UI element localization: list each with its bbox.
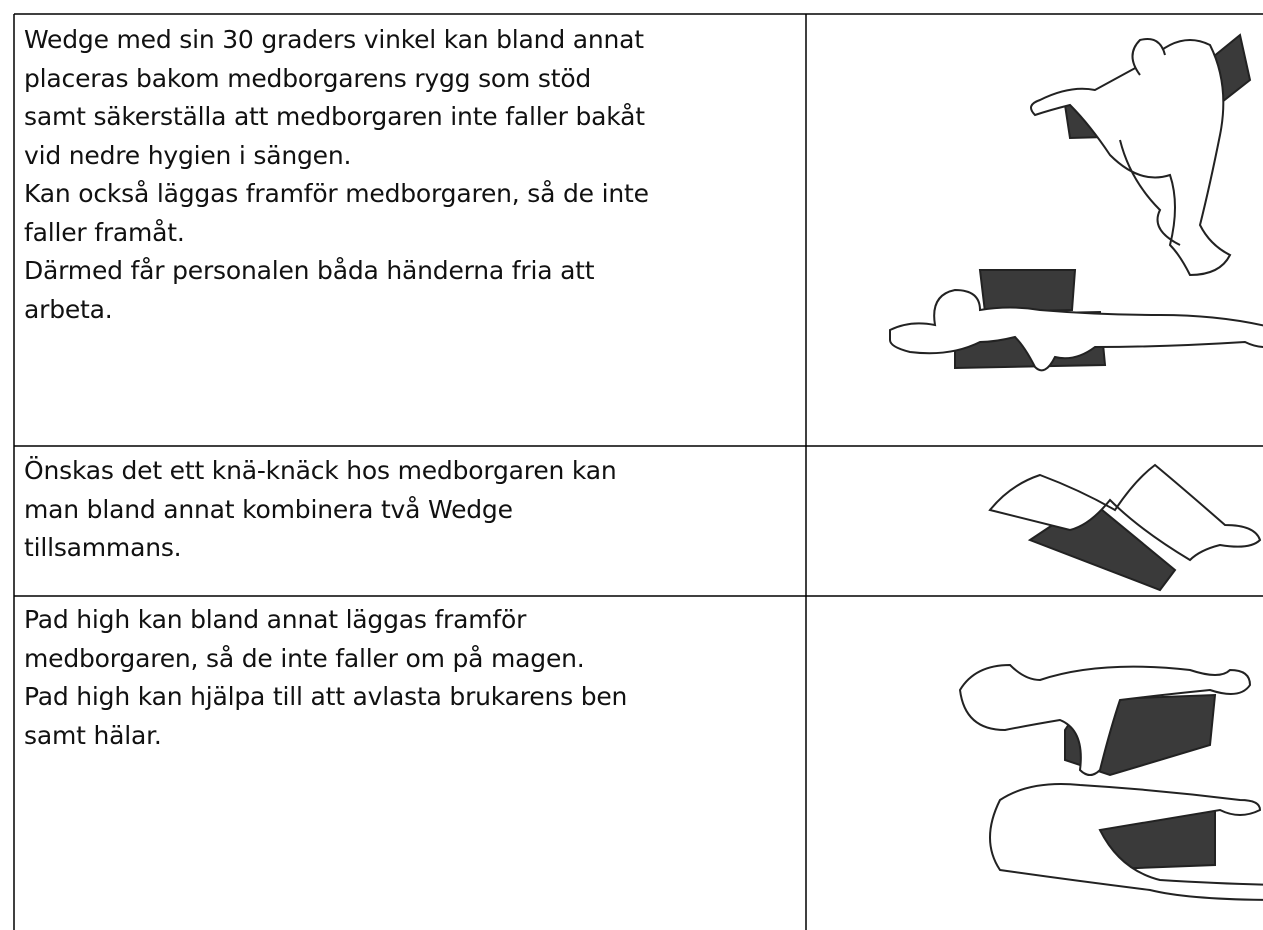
illustration-wedge-lying: [889, 269, 1263, 372]
cell-text-line: Därmed får personalen båda händerna fria…: [24, 256, 595, 285]
cell-text-line: tillsammans.: [24, 533, 182, 562]
cell-text-line: medborgaren, så de inte faller om på mag…: [24, 643, 585, 673]
cell-text-line: faller framåt.: [24, 217, 185, 247]
cell-text-line: Pad high kan bland annat läggas framför: [24, 605, 527, 634]
cell-text-line: samt hälar.: [24, 720, 162, 750]
cell-text-line: placeras bakom medborgarens rygg som stö…: [24, 63, 592, 93]
illustration-wedge-sitting: [1030, 33, 1252, 277]
cell-text-line: man bland annat kombinera två Wedge: [24, 494, 513, 524]
cell-text-line: Pad high kan hjälpa till att avlasta bru…: [24, 682, 628, 711]
illustration-knee-bend: [988, 463, 1262, 592]
cell-text-line: Kan också läggas framför medborgaren, så…: [24, 179, 649, 208]
cell-text-line: vid nedre hygien i sängen.: [24, 140, 352, 170]
illustration-pad-high: [958, 663, 1263, 901]
cell-text-line: samt säkerställa att medborgaren inte fa…: [24, 102, 645, 131]
cell-text-line: arbeta.: [24, 294, 113, 324]
cell-text-line: Wedge med sin 30 graders vinkel kan blan…: [24, 25, 644, 54]
cell-text-line: Önskas det ett knä-knäck hos medborgaren…: [24, 456, 617, 485]
